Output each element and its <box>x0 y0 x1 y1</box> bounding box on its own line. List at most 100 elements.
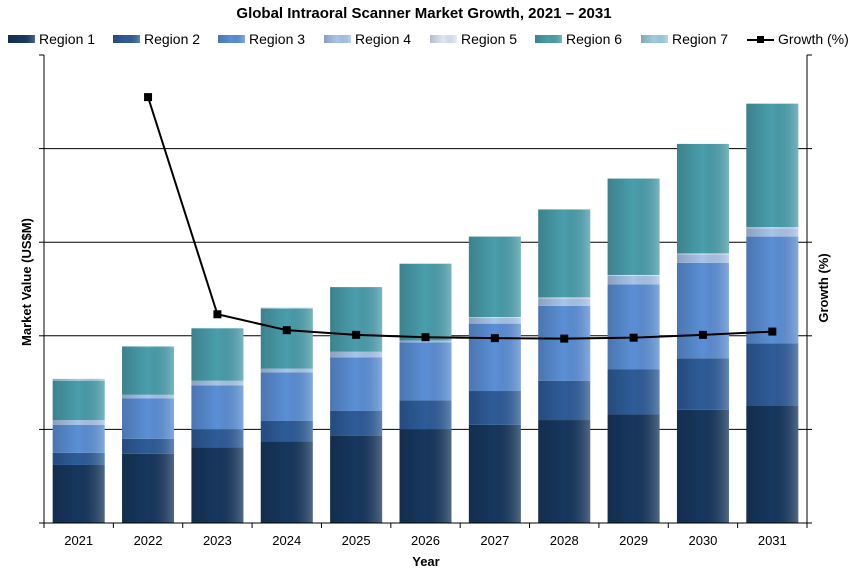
x-tick-label: 2021 <box>64 533 93 548</box>
legend-swatch-shading <box>324 35 351 43</box>
bar-segment-shading <box>399 340 452 343</box>
bar-segment-shading <box>260 441 313 523</box>
bar-segment-shading <box>468 318 521 324</box>
bar-segment-shading <box>746 103 799 228</box>
bar-segment-shading <box>538 305 591 381</box>
bar-segment-shading <box>538 297 591 299</box>
bar-segment-shading <box>468 323 521 392</box>
legend-swatch-shading <box>218 35 245 43</box>
legend-label: Region 4 <box>355 31 411 47</box>
growth-line <box>147 96 773 340</box>
bar-segment-shading <box>191 429 244 448</box>
bar-segment-shading <box>52 380 105 421</box>
bar-segment-shading <box>399 400 452 430</box>
y-axis-title: Market Value (US$M) <box>19 218 34 346</box>
bar-segment-shading <box>676 358 729 410</box>
growth-marker <box>421 333 430 342</box>
bar-segment-shading <box>122 346 175 348</box>
bar-segment-shading <box>746 228 799 237</box>
bar-segment-shading <box>52 452 105 465</box>
bar-segment-shading <box>260 307 313 309</box>
bar-segment-shading <box>122 453 175 523</box>
bar-segment-shading <box>746 227 799 229</box>
bar-segment-shading <box>676 262 729 359</box>
legend-label: Growth (%) <box>778 31 849 47</box>
bar-segment-shading <box>468 424 521 523</box>
legend-label: Region 1 <box>39 31 95 47</box>
x-tick-label: 2024 <box>272 533 301 548</box>
growth-marker <box>629 333 638 342</box>
x-tick-label: 2022 <box>134 533 163 548</box>
x-tick-label: 2026 <box>411 533 440 548</box>
growth-marker <box>490 334 499 343</box>
bar-segment-shading <box>52 420 105 425</box>
bar-segment-shading <box>468 391 521 425</box>
legend-swatch-shading <box>8 35 35 43</box>
growth-marker <box>560 334 569 343</box>
bar-segment-shading <box>746 343 799 406</box>
bar-segment-shading <box>330 357 383 411</box>
legend-label: Region 3 <box>249 31 305 47</box>
growth-marker <box>144 93 153 102</box>
bar-segment-shading <box>122 394 175 399</box>
bar-segment-shading <box>330 410 383 436</box>
x-tick-label: 2029 <box>619 533 648 548</box>
growth-marker <box>698 330 707 339</box>
bar-segment-shading <box>52 464 105 523</box>
bar-segment-shading <box>399 263 452 341</box>
bar-segment-shading <box>607 284 660 370</box>
bar-segment-shading <box>538 298 591 306</box>
bar-segment-shading <box>260 420 313 442</box>
x-tick-label: 2028 <box>550 533 579 548</box>
x-tick-label: 2031 <box>758 533 787 548</box>
bar-segment-shading <box>746 236 799 344</box>
bar-segment-shading <box>260 308 313 369</box>
bar-segment-shading <box>607 275 660 285</box>
bar-segment-shading <box>122 398 175 439</box>
growth-marker <box>768 327 777 336</box>
legend-swatch-shading <box>641 35 668 43</box>
legend-swatch-shading <box>113 35 140 43</box>
x-tick-label: 2027 <box>480 533 509 548</box>
bar-segment-shading <box>52 378 105 381</box>
bar-segment-shading <box>122 438 175 454</box>
legend-swatch-shading <box>430 35 457 43</box>
bar-segment-shading <box>191 380 244 386</box>
y2-axis-title: Growth (%) <box>816 253 831 322</box>
growth-marker <box>213 310 222 319</box>
growth-marker <box>352 330 361 339</box>
plot-area: 2021 2022 2023 2024 2025 2026 2027 2028 2029 2030… <box>39 54 812 548</box>
bar-segment-shading <box>538 380 591 421</box>
bar-segment-shading <box>538 209 591 298</box>
bar-segment-shading <box>330 351 383 358</box>
chart-title: Global Intraoral Scanner Market Growth, … <box>236 5 611 22</box>
bar-segment-shading <box>399 429 452 523</box>
bar-segment-shading <box>191 385 244 430</box>
bar-segment-shading <box>260 368 313 373</box>
bar-segment-shading <box>52 424 105 453</box>
growth-marker <box>282 326 291 335</box>
legend-swatch-shading <box>535 35 562 43</box>
bar-segment-shading <box>399 342 452 401</box>
bar-segment-shading <box>607 178 660 275</box>
bar-segment-shading <box>468 317 521 319</box>
x-tick-label: 2023 <box>203 533 232 548</box>
bar-segment-shading <box>746 406 799 523</box>
bar-segment-shading <box>607 414 660 523</box>
bar-segment-shading <box>191 447 244 523</box>
bar-segment-shading <box>330 287 383 352</box>
legend-label: Region 7 <box>672 31 728 47</box>
bar-segment-shading <box>607 369 660 415</box>
legend-line-marker <box>757 36 764 43</box>
bar-segment-shading <box>260 372 313 421</box>
bar-segment-shading <box>191 328 244 381</box>
bar-segment-shading <box>538 420 591 523</box>
legend-label: Region 6 <box>566 31 622 47</box>
x-axis-title: Year <box>412 554 439 569</box>
x-tick-label: 2030 <box>688 533 717 548</box>
bar-segment-shading <box>676 143 729 254</box>
legend-label: Region 5 <box>461 31 517 47</box>
bar-segment-shading <box>330 435 383 523</box>
bar-segment-shading <box>676 254 729 263</box>
